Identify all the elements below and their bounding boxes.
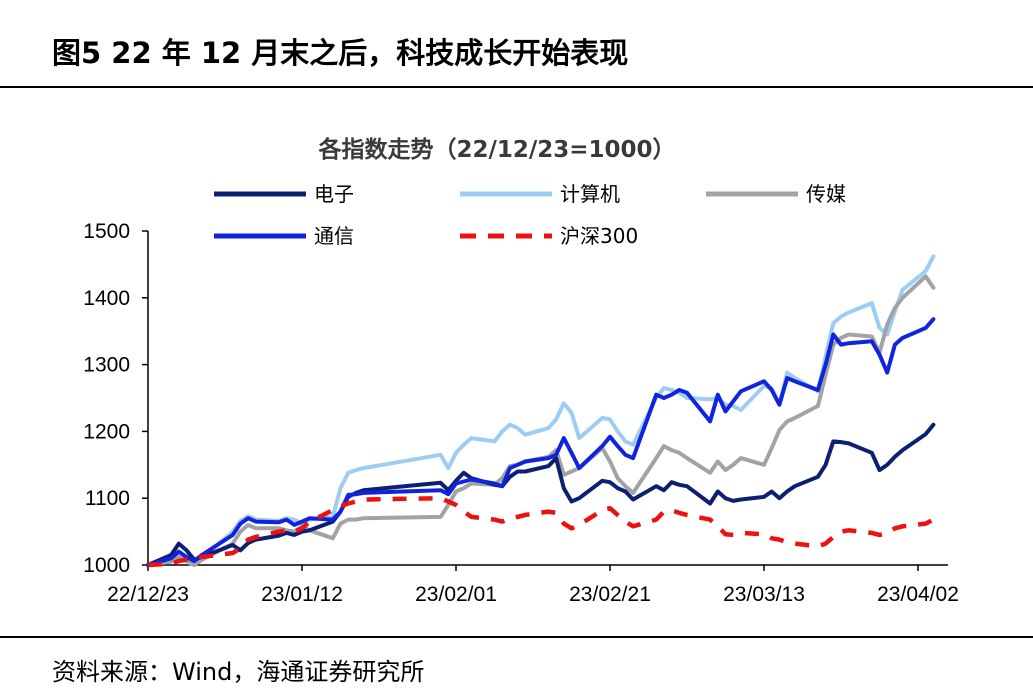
figure-title: 图5 22 年 12 月末之后，科技成长开始表现 <box>52 36 629 70</box>
y-tick-label: 1200 <box>83 420 130 443</box>
legend-label-3: 通信 <box>314 224 354 248</box>
y-tick-label: 1500 <box>83 220 130 243</box>
series-line-3 <box>146 317 936 567</box>
y-tick-label: 1400 <box>83 287 130 310</box>
legend-label-1: 计算机 <box>560 182 620 206</box>
x-tick-label: 23/02/01 <box>415 583 497 606</box>
x-tick-label: 23/02/21 <box>569 583 651 606</box>
x-tick-label: 23/01/12 <box>261 583 343 606</box>
legend-label-2: 传媒 <box>806 182 846 206</box>
y-tick-label: 1000 <box>83 554 130 577</box>
x-tick-label: 23/03/13 <box>723 583 805 606</box>
chart-title: 各指数走势（22/12/23=1000） <box>317 136 675 163</box>
series-line-1 <box>146 254 936 567</box>
series-line-4 <box>147 495 935 568</box>
y-tick-label: 1100 <box>85 487 130 510</box>
series-line-2 <box>146 274 936 567</box>
y-tick-labels: 1000 1100 1200 1300 1400 1500 <box>83 220 130 577</box>
series-layer <box>146 254 936 568</box>
bottom-rule <box>0 636 1033 638</box>
y-tick-label: 1300 <box>83 354 130 377</box>
top-rule <box>0 86 1033 88</box>
source-note: 资料来源：Wind，海通证券研究所 <box>52 658 425 686</box>
plot-area <box>142 230 948 571</box>
legend-label-0: 电子 <box>314 182 354 206</box>
legend-label-4: 沪深300 <box>560 224 638 248</box>
series-line-0 <box>146 422 936 567</box>
x-tick-labels: 22/12/23 23/01/12 23/02/01 23/02/21 23/03/13… <box>107 583 959 606</box>
x-tick-label: 22/12/23 <box>107 583 189 606</box>
x-tick-label: 23/04/02 <box>877 583 959 606</box>
